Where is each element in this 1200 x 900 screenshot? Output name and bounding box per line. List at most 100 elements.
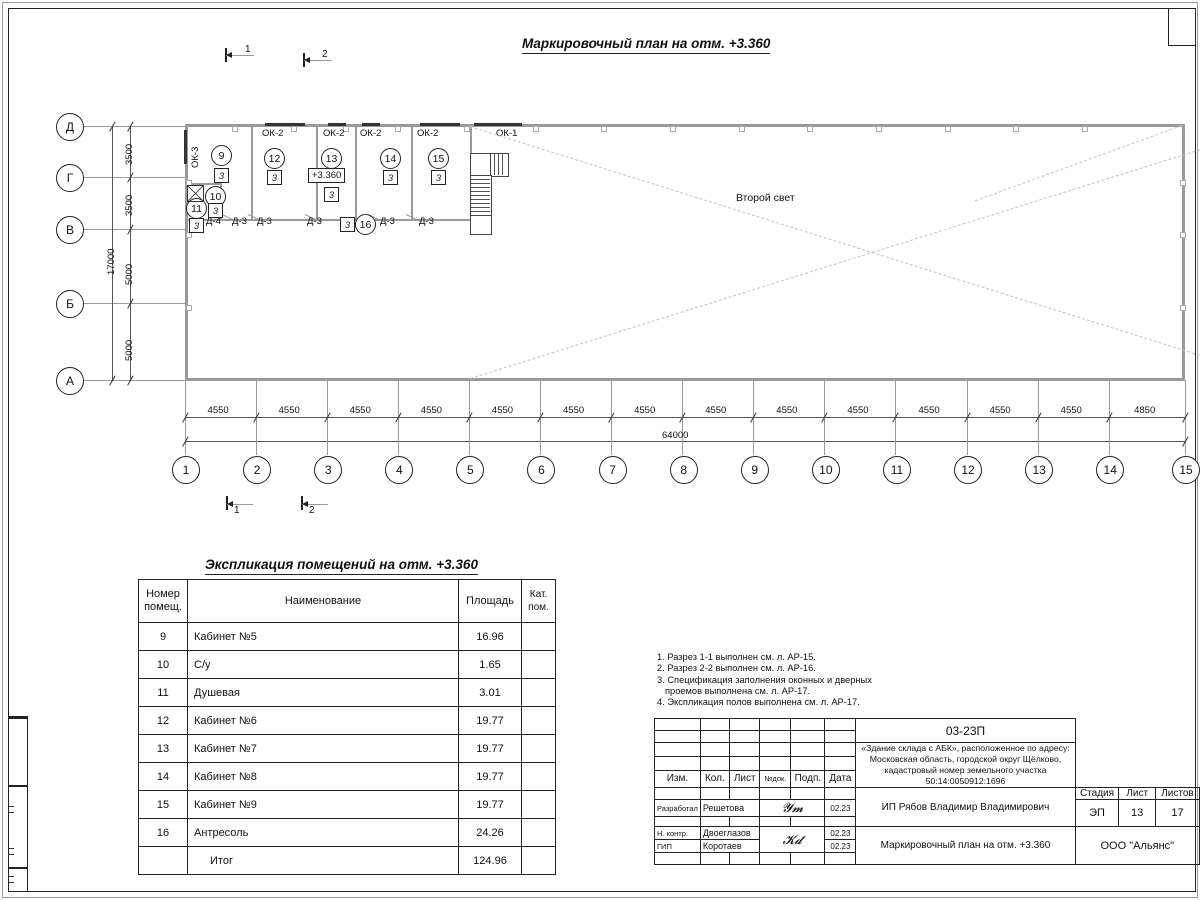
tb-rev-blank-r4c2 [699,755,730,771]
room-marker-15[interactable]: 15 [428,148,449,169]
tb-role-blank-6 [824,787,857,800]
tb-role-blank2-6 [824,816,857,827]
wall-anchor-l3 [186,305,192,311]
exposition-cell-area: 19.77 [458,706,522,735]
exposition-cell-category [521,734,556,763]
door-label-D4: Д-4 [206,216,221,227]
door-label-D3-1: Д-3 [232,216,247,227]
window-label-OK2-b: ОК-2 [323,128,345,139]
tb-company: ООО "Альянс" [1074,826,1200,865]
tb-rev-blank-r2c6 [824,730,857,743]
axis-bubble-9[interactable]: 9 [740,456,769,484]
exposition-cell-number: 15 [138,790,188,819]
horiz-dim-8: 4550 [705,405,727,416]
stair-landing-upper [470,153,492,177]
axis-bubble-8[interactable]: 8 [669,456,698,484]
axis-bubble-11[interactable]: 11 [882,456,911,484]
exposition-cell-number: 11 [138,678,188,707]
signature-icon-developer: 𝓨𝓶 [781,800,804,815]
exposition-cell-name: Кабинет №8 [187,762,459,791]
wall-anchor-r2 [1180,232,1186,238]
horiz-dim-10: 4550 [847,405,869,416]
tb-sign-normcontrol: 𝓚𝓭 [759,826,826,853]
exposition-cell-number: 9 [138,622,188,651]
section-mark-bottom-2-stem [301,496,303,510]
room-marker-13[interactable]: 13 [321,148,342,169]
tb-rev-blank-r2c2 [699,730,730,743]
vert-dim-3500-1: 3500 [124,143,135,165]
axis-bubble-V[interactable]: В [56,216,84,244]
horiz-total-dim-line [185,441,1185,442]
tb-foot-blank-5 [790,852,826,865]
tb-role-blank-4 [759,787,792,800]
partition-wall-wc-top [188,183,222,185]
room-category-16: 3 [340,217,355,232]
door-label-D3-3: Д-3 [307,216,322,227]
building-wall-top [185,124,1185,127]
axis-bubble-12[interactable]: 12 [954,456,983,484]
room-marker-14[interactable]: 14 [380,148,401,169]
axis-bubble-3[interactable]: 3 [314,456,343,484]
side-stamp-cell-3 [8,868,28,892]
axis-bubble-14[interactable]: 14 [1096,456,1125,484]
wall-anchor-9 [739,126,745,132]
grid-line-axis-B [80,303,186,304]
tb-object-description: «Здание склада с АБК», расположенное по … [855,742,1076,788]
axis-bubble-5[interactable]: 5 [456,456,485,484]
tb-rev-blank-r1c1 [654,718,701,731]
exposition-cell-number: 13 [138,734,188,763]
tb-rev-blank-r2c5 [790,730,826,743]
axis-bubble-2[interactable]: 2 [243,456,272,484]
horiz-dim-9: 4550 [776,405,798,416]
exposition-cell-name: Кабинет №6 [187,706,459,735]
axis-bubble-4[interactable]: 4 [385,456,414,484]
horiz-dim-13: 4550 [1060,405,1082,416]
axis-bubble-6[interactable]: 6 [527,456,556,484]
tb-sign-developer: 𝓨𝓶 [759,799,826,817]
room-marker-9[interactable]: 9 [211,145,232,166]
axis-bubble-D[interactable]: Д [56,113,84,141]
tb-role-blank2-5 [790,816,826,827]
exposition-cell-area: 1.65 [458,650,522,679]
horiz-dim-7: 4550 [634,405,656,416]
tb-foot-blank-1 [654,852,701,865]
axis-bubble-13[interactable]: 13 [1025,456,1054,484]
tb-object-line1: «Здание склада с АБК», расположенное по … [861,743,1070,753]
tb-designer: ИП Рябов Владимир Владимирович [855,787,1076,827]
axis-bubble-A[interactable]: А [56,367,84,395]
room-category-13: 3 [324,187,339,202]
room-category-11: 3 [189,218,204,233]
room-marker-16[interactable]: 16 [355,214,376,235]
axis-bubble-G[interactable]: Г [56,164,84,192]
tb-role-blank-2 [699,787,730,800]
exposition-col-name: Наименование [187,579,459,623]
axis-bubble-10[interactable]: 10 [811,456,840,484]
room-marker-12[interactable]: 12 [264,148,285,169]
exposition-cell-name: С/у [187,650,459,679]
tb-rev-blank-r1c2 [699,718,730,731]
axis-bubble-B[interactable]: Б [56,290,84,318]
tb-role-gip: ГИП [654,839,701,853]
exposition-cell-category [521,622,556,651]
section-mark-bottom-1-leader [227,504,253,505]
axis-bubble-7[interactable]: 7 [598,456,627,484]
room-marker-11[interactable]: 11 [186,198,207,219]
window-OK2-d [420,123,460,126]
tb-role-blank2-1 [654,816,701,827]
room-category-15: 3 [431,170,446,185]
section-mark-top-1-arrow [226,51,232,58]
side-stamp-tick-6 [9,882,14,884]
note-line-5: 4. Экспликация полов выполнена см. л. АР… [657,697,860,708]
exposition-cell-name: Кабинет №7 [187,734,459,763]
axis-bubble-1[interactable]: 1 [172,456,200,484]
section-mark-bottom-1-label: 1 [234,505,240,516]
wall-anchor-2 [291,126,297,132]
exposition-cell-category [521,790,556,819]
exposition-cell-area: 19.77 [458,762,522,791]
tb-foot-blank-3 [728,852,761,865]
axis-bubble-15[interactable]: 15 [1172,456,1200,484]
section-mark-bottom-2-label: 2 [309,505,315,516]
exposition-cell-name: Душевая [187,678,459,707]
stair-step-v-1 [494,153,495,175]
exposition-row: 10 С/у 1.65 [138,650,556,679]
